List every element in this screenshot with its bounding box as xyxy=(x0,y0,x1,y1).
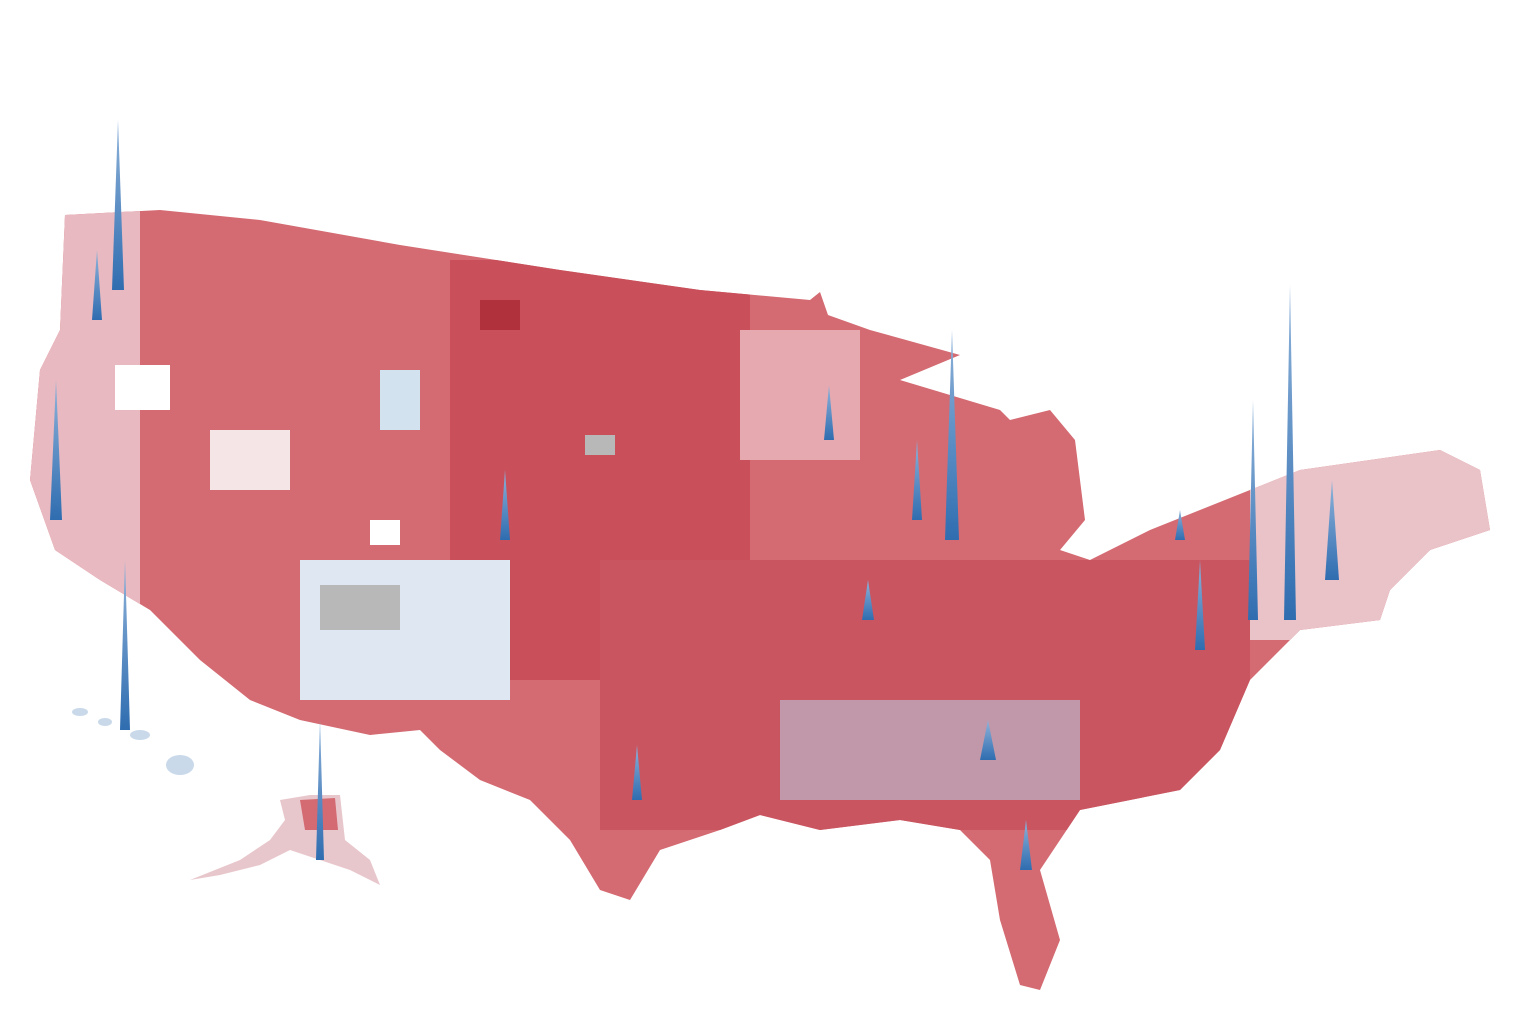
spike xyxy=(112,120,124,290)
spike xyxy=(1248,400,1258,620)
spike xyxy=(980,720,996,760)
light-blue-area xyxy=(380,370,420,430)
spike xyxy=(1020,820,1032,870)
spike xyxy=(500,470,510,540)
empty-area xyxy=(115,365,170,410)
light-area xyxy=(210,430,290,490)
spike xyxy=(862,580,874,620)
no-data-area xyxy=(320,585,400,630)
spike xyxy=(120,560,130,730)
hawaii xyxy=(72,708,194,775)
upper-midwest xyxy=(740,330,860,460)
contiguous-us xyxy=(30,210,1490,990)
spike xyxy=(945,330,959,540)
black-belt xyxy=(780,700,1080,800)
no-data-area xyxy=(585,435,615,455)
dark-area xyxy=(480,300,520,330)
spike xyxy=(1325,480,1339,580)
spike xyxy=(1175,510,1185,540)
empty-area xyxy=(370,520,400,545)
population-spikes xyxy=(50,120,1339,870)
spike xyxy=(50,380,62,520)
spike xyxy=(1284,285,1296,620)
spike xyxy=(92,250,102,320)
spike xyxy=(632,745,642,800)
spike xyxy=(912,440,922,520)
spike xyxy=(824,385,834,440)
spike xyxy=(1195,560,1205,650)
alaska xyxy=(190,720,380,885)
